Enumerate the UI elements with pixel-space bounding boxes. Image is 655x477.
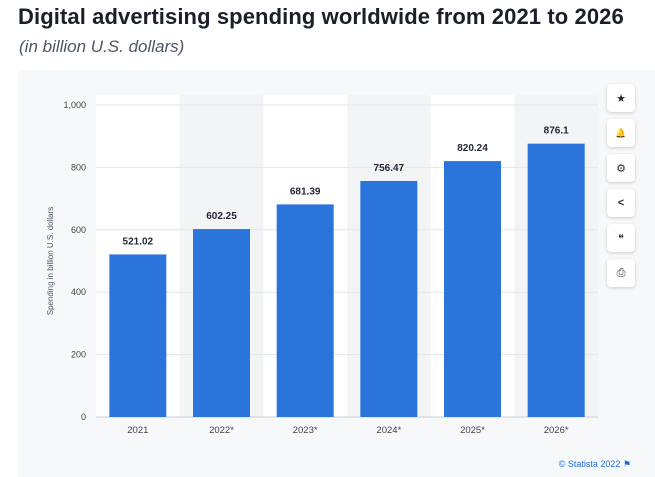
credit-text: © Statista 2022	[558, 459, 621, 469]
x-tick-label: 2024*	[376, 425, 401, 436]
data-label: 756.47	[374, 163, 405, 174]
y-tick-label: 200	[71, 350, 86, 360]
x-tick-label: 2022*	[209, 425, 234, 436]
page-title: Digital advertising spending worldwide f…	[18, 4, 624, 29]
bar-2024[interactable]	[360, 180, 418, 417]
page-subtitle: (in billion U.S. dollars)	[19, 37, 185, 56]
chart-toolbar: ★ 🔔 ⚙ < ❝ ⎙	[607, 84, 637, 294]
data-label: 876.1	[544, 126, 569, 137]
x-axis-ticks: 2021 2022* 2023* 2024* 2025* 2026*	[127, 425, 569, 436]
data-label: 681.39	[290, 186, 321, 197]
x-tick-label: 2026*	[544, 425, 569, 436]
share-icon: <	[617, 197, 625, 209]
x-tick-label: 2021	[127, 425, 148, 436]
share-button[interactable]: <	[607, 189, 635, 217]
bars	[109, 143, 585, 417]
settings-button[interactable]: ⚙	[607, 154, 635, 182]
print-button[interactable]: ⎙	[607, 259, 635, 287]
y-axis-label: Spending in billion U.S. dollars	[46, 207, 55, 316]
plot-background	[96, 95, 598, 417]
x-tick-label: 2023*	[293, 425, 318, 436]
y-tick-label: 800	[71, 162, 86, 172]
data-label: 820.24	[457, 143, 488, 154]
statista-credit[interactable]: © Statista 2022 ⚑	[559, 459, 631, 470]
bell-icon: 🔔	[615, 127, 627, 138]
cite-button[interactable]: ❝	[607, 224, 635, 252]
y-tick-label: 600	[71, 225, 86, 235]
y-axis-ticks: 0 200 400 600 800 1,000	[63, 100, 86, 422]
notification-button[interactable]: 🔔	[607, 119, 635, 147]
gridlines	[96, 104, 598, 418]
bar-2021[interactable]	[109, 254, 167, 417]
data-label: 602.25	[206, 211, 237, 222]
favorite-button[interactable]: ★	[607, 84, 635, 112]
bar-2025[interactable]	[444, 161, 501, 417]
y-tick-label: 1,000	[63, 100, 86, 110]
bar-2026[interactable]	[527, 143, 585, 417]
bar-2023[interactable]	[276, 204, 334, 417]
data-label: 521.02	[123, 236, 154, 247]
print-icon: ⎙	[616, 266, 626, 279]
y-tick-label: 0	[81, 412, 86, 422]
gear-icon: ⚙	[616, 162, 626, 175]
flag-icon: ⚑	[622, 459, 631, 469]
quote-icon: ❝	[618, 232, 624, 245]
value-labels: 521.02 602.25 681.39 756.47 820.24 876.1	[123, 126, 570, 248]
x-tick-label: 2025*	[460, 425, 485, 436]
bar-2022[interactable]	[193, 229, 250, 417]
y-tick-label: 400	[71, 287, 86, 297]
star-icon: ★	[616, 92, 626, 105]
